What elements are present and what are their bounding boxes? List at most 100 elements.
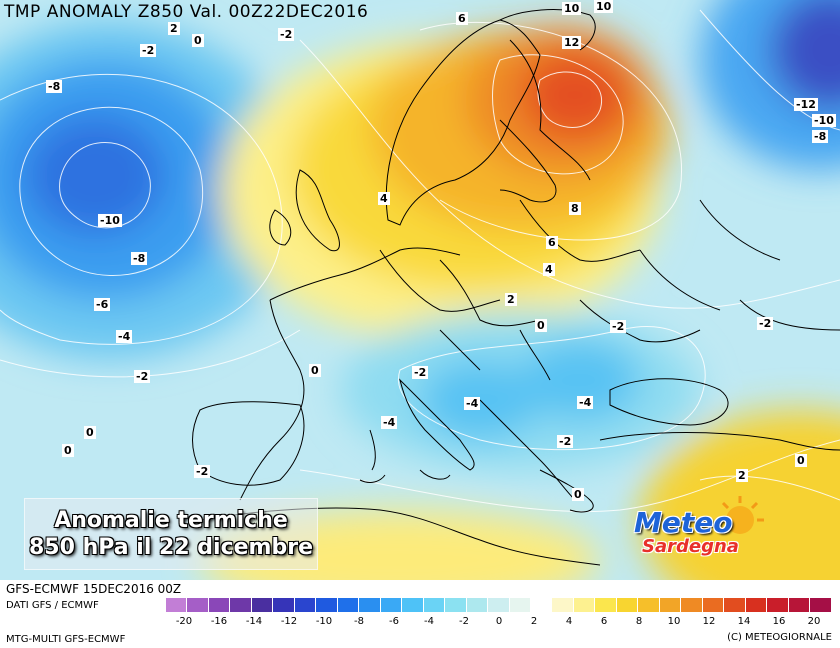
logo-text-meteo: Meteo xyxy=(634,506,733,539)
contour-label: 10 xyxy=(594,0,614,13)
color-scale-tick: 0 xyxy=(495,616,503,627)
color-scale-tick: 10 xyxy=(667,616,681,627)
map-footer: GFS-ECMWF 15DEC2016 00Z DATI GFS / ECMWF… xyxy=(0,580,840,648)
color-scale-tick: 12 xyxy=(702,616,716,627)
color-scale-tick: -2 xyxy=(459,616,469,627)
color-scale-tick: -12 xyxy=(280,616,298,627)
color-swatch xyxy=(488,598,510,612)
contour-label: -2 xyxy=(757,317,774,330)
contour-label: 12 xyxy=(562,36,582,49)
color-swatch xyxy=(767,598,789,612)
model-run-info: GFS-ECMWF 15DEC2016 00Z xyxy=(6,582,182,596)
color-scale-tick: -10 xyxy=(315,616,333,627)
color-scale-tick: -20 xyxy=(175,616,193,627)
contour-label: -8 xyxy=(46,80,63,93)
color-swatch xyxy=(616,598,639,612)
color-swatch xyxy=(337,598,360,612)
contour-label: -4 xyxy=(116,330,133,343)
color-scale-tick: 20 xyxy=(807,616,821,627)
contour-label: 10 xyxy=(562,2,582,15)
color-swatch xyxy=(208,598,231,612)
color-swatch xyxy=(251,598,274,612)
contour-label: -12 xyxy=(794,98,818,111)
color-swatch xyxy=(702,598,725,612)
color-scale-tick: 8 xyxy=(635,616,643,627)
contour-label: -4 xyxy=(577,396,594,409)
color-swatch xyxy=(380,598,403,612)
color-swatch xyxy=(681,598,703,612)
contour-label: -8 xyxy=(812,130,829,143)
color-swatch xyxy=(402,598,424,612)
contour-label: 0 xyxy=(309,364,321,377)
color-scale-tick: -14 xyxy=(245,616,263,627)
logo-text-sardegna: Sardegna xyxy=(642,536,739,557)
caption-box: Anomalie termiche 850 hPa il 22 dicembre xyxy=(24,498,318,570)
color-scale-tick: 4 xyxy=(565,616,573,627)
contour-label: -10 xyxy=(812,114,836,127)
caption-line-1: Anomalie termiche xyxy=(54,508,288,533)
color-scale-tick: -6 xyxy=(389,616,399,627)
color-swatch xyxy=(638,598,660,612)
color-scale-tick: 2 xyxy=(530,616,538,627)
color-swatch xyxy=(423,598,446,612)
color-swatch xyxy=(573,598,596,612)
contour-label: 0 xyxy=(84,426,96,439)
contour-label: -4 xyxy=(381,416,398,429)
contour-label: -2 xyxy=(140,44,157,57)
contour-label: -2 xyxy=(134,370,151,383)
contour-label: 0 xyxy=(192,34,204,47)
color-scale-tick: 16 xyxy=(772,616,786,627)
contour-label: 2 xyxy=(505,293,517,306)
color-swatch xyxy=(294,598,317,612)
caption-line-2: 850 hPa il 22 dicembre xyxy=(29,535,313,560)
color-scale-tick: -16 xyxy=(210,616,228,627)
color-swatch xyxy=(166,598,188,612)
color-swatch xyxy=(659,598,682,612)
contour-label: 4 xyxy=(378,192,390,205)
contour-label: -10 xyxy=(98,214,122,227)
color-swatch xyxy=(466,598,489,612)
contour-label: 8 xyxy=(569,202,581,215)
contour-label: -2 xyxy=(412,366,429,379)
contour-label: -2 xyxy=(194,465,211,478)
meteo-sardegna-logo: Meteo Sardegna xyxy=(626,494,776,564)
color-swatch xyxy=(187,598,209,612)
chart-title: TMP ANOMALY Z850 Val. 00Z22DEC2016 xyxy=(4,2,369,22)
color-swatch xyxy=(530,598,553,612)
color-scale-ticks: -20 -16 -14 -12 -10 -8 -6 -4 -2 0 2 4 6 8 10 12 14 16 20 xyxy=(166,616,832,628)
color-swatch xyxy=(359,598,381,612)
color-swatch xyxy=(273,598,295,612)
contour-label: -8 xyxy=(131,252,148,265)
color-swatch xyxy=(595,598,617,612)
copyright: (C) METEOGIORNALE xyxy=(727,632,832,643)
color-swatch xyxy=(724,598,746,612)
product-name: MTG-MULTI GFS-ECMWF xyxy=(6,634,126,645)
contour-label: 0 xyxy=(795,454,807,467)
contour-label: 0 xyxy=(535,319,547,332)
contour-label: 0 xyxy=(572,488,584,501)
contour-label: -4 xyxy=(464,397,481,410)
color-scale-tick: -4 xyxy=(424,616,434,627)
contour-label: -2 xyxy=(610,320,627,333)
contour-label: -2 xyxy=(278,28,295,41)
color-scale-tick: -8 xyxy=(354,616,364,627)
contour-label: 2 xyxy=(168,22,180,35)
color-swatch xyxy=(810,598,832,612)
color-swatch xyxy=(509,598,531,612)
contour-label: 2 xyxy=(736,469,748,482)
contour-label: -6 xyxy=(94,298,111,311)
contour-label: 4 xyxy=(543,263,555,276)
color-swatch xyxy=(745,598,768,612)
color-swatch xyxy=(230,598,252,612)
color-swatch xyxy=(552,598,574,612)
contour-label: 0 xyxy=(62,444,74,457)
color-swatch xyxy=(445,598,467,612)
contour-label: 6 xyxy=(456,12,468,25)
color-scale-tick: 6 xyxy=(600,616,608,627)
color-swatch xyxy=(788,598,811,612)
data-source: DATI GFS / ECMWF xyxy=(6,600,99,611)
color-swatch xyxy=(316,598,338,612)
color-scale-bar xyxy=(166,598,832,612)
contour-label: -2 xyxy=(557,435,574,448)
